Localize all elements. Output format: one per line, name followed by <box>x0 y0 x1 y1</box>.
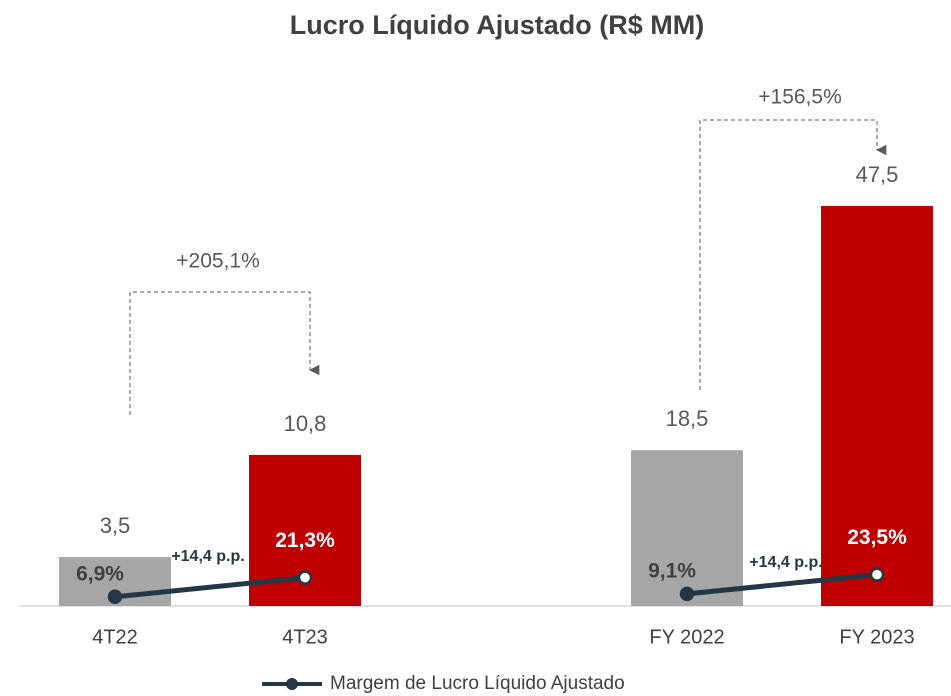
margin-change-label: +14,4 p.p. <box>171 548 244 565</box>
x-tick-label: FY 2023 <box>839 626 914 648</box>
margin-marker <box>679 586 695 602</box>
growth-bracket <box>699 119 887 390</box>
chart-title: Lucro Líquido Ajustado (R$ MM) <box>290 10 704 40</box>
margin-line <box>114 575 306 600</box>
margin-label: 9,1% <box>648 559 696 582</box>
growth-bracket <box>129 291 320 415</box>
growth-label: +205,1% <box>176 250 260 273</box>
margin-change-label: +14,4 p.p. <box>749 554 822 571</box>
x-tick-label: 4T23 <box>282 626 328 648</box>
margin-marker <box>107 589 123 605</box>
value-label: 47,5 <box>856 162 899 187</box>
value-label: 10,8 <box>284 411 327 436</box>
margin-marker <box>869 567 885 582</box>
legend-marker <box>286 678 298 690</box>
bar <box>631 450 743 606</box>
margin-label: 23,5% <box>847 526 907 549</box>
value-label: 18,5 <box>666 406 709 431</box>
x-tick-label: FY 2022 <box>649 626 724 648</box>
bar <box>821 206 933 606</box>
x-tick-label: 4T22 <box>92 626 138 648</box>
value-label: 3,5 <box>100 513 131 538</box>
margin-marker <box>297 570 313 585</box>
growth-label: +156,5% <box>758 86 842 109</box>
margin-label: 6,9% <box>76 562 124 585</box>
margin-label: 21,3% <box>275 529 335 552</box>
margin-line <box>686 572 878 597</box>
legend-label: Margem de Lucro Líquido Ajustado <box>330 673 625 694</box>
